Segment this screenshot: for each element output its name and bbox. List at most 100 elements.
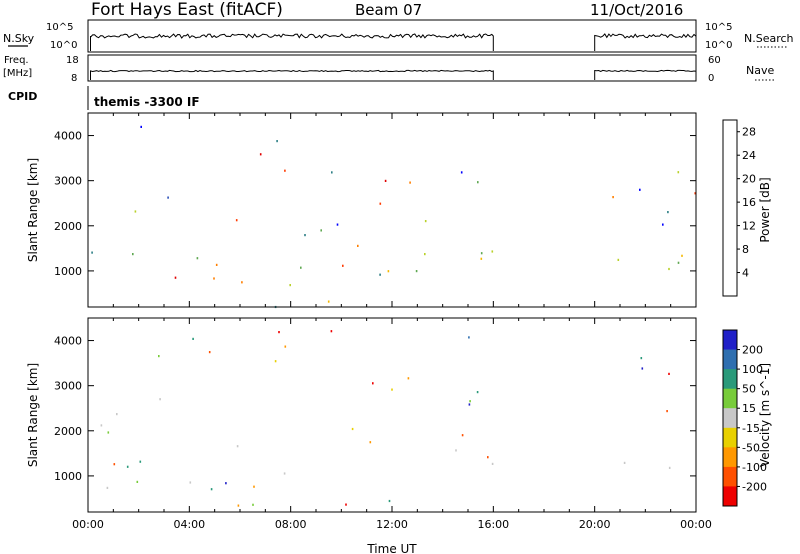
noise-sky-line	[594, 33, 697, 51]
colorbar-tick-label: 20	[742, 173, 756, 186]
echo-cell	[274, 360, 277, 363]
x-tick-label: 16:00	[477, 518, 509, 531]
echo-cell	[668, 466, 671, 469]
velocity-colorbar-label: Velocity [m s^-1]	[758, 363, 772, 467]
freq-tick-bottom: 8	[71, 73, 77, 84]
power-colorbar: 4 8 12 16 20 24 28	[722, 119, 756, 297]
y-tick-label: 4000	[54, 335, 82, 348]
echo-cell	[372, 382, 374, 385]
power-y-axis-label: Slant Range [km]	[26, 158, 40, 262]
noise-tick-bottom-left: 10^0	[50, 40, 77, 51]
cpid-label: CPID	[8, 90, 37, 103]
velocity-y-axis: 1000 2000 3000 4000	[54, 335, 696, 483]
echo-cell	[158, 355, 160, 358]
echo-cell	[300, 266, 302, 269]
echo-cell	[480, 257, 483, 260]
nsky-label: N.Sky	[3, 32, 35, 45]
colorbar-segment	[723, 349, 737, 370]
y-tick-label: 2000	[54, 425, 82, 438]
echo-cell	[641, 367, 644, 370]
echo-cell	[236, 445, 239, 448]
echo-cell	[331, 171, 333, 174]
echo-cell	[336, 223, 339, 226]
echo-cell	[480, 252, 483, 255]
cpid-text: themis -3300 IF	[94, 95, 200, 109]
power-echo-cells	[91, 125, 696, 309]
echo-cell	[284, 169, 286, 172]
echo-cell	[159, 398, 161, 401]
frequency-line	[594, 69, 697, 80]
power-panel-frame	[87, 112, 697, 308]
nsearch-label: N.Search	[744, 32, 794, 45]
echo-cell	[351, 427, 354, 431]
echo-cell	[407, 377, 410, 380]
noise-sky-line	[90, 33, 494, 51]
echo-cell	[491, 250, 494, 253]
echo-cell	[677, 261, 680, 264]
velocity-y-axis-label: Slant Range [km]	[26, 363, 40, 467]
x-tick-label: 12:00	[376, 518, 408, 531]
colorbar-segment	[723, 330, 737, 350]
noise-tick-top-left: 10^5	[46, 22, 73, 33]
y-tick-label: 4000	[54, 130, 82, 143]
colorbar-tick-label: 50	[742, 383, 756, 396]
echo-cell	[369, 441, 372, 444]
echo-cell	[694, 192, 696, 195]
echo-cell	[106, 486, 109, 489]
echo-cell	[468, 336, 470, 339]
colorbar-tick-label: 12	[742, 220, 756, 233]
echo-cell	[139, 460, 142, 463]
echo-cell	[276, 140, 278, 143]
echo-cell	[388, 499, 391, 503]
echo-cell	[100, 424, 103, 427]
colorbar-segment	[723, 466, 737, 487]
echo-cell	[666, 410, 668, 413]
date-label: 11/Oct/2016	[590, 1, 683, 19]
velocity-colorbar: 200 100 50 15 -15 -50 -100 -200	[722, 329, 767, 507]
y-tick-label: 3000	[54, 380, 82, 393]
echo-cell	[476, 391, 479, 394]
echo-cell	[391, 388, 393, 391]
velocity-panel: 1000 2000 3000 4000 00:00 04:00 08:00 12:00 16:…	[26, 317, 712, 554]
echo-cell	[487, 456, 489, 459]
freq-trace	[90, 69, 697, 80]
colorbar-segment	[723, 388, 737, 409]
echo-cell	[477, 181, 479, 184]
y-tick-label: 3000	[54, 175, 82, 188]
echo-cell	[662, 223, 664, 226]
echo-cell	[304, 234, 306, 237]
colorbar-tick-label: 28	[742, 126, 756, 139]
echo-cell	[91, 251, 93, 254]
echo-cell	[330, 330, 333, 333]
echo-cell	[213, 277, 215, 280]
colorbar-tick-label: 16	[742, 196, 756, 209]
x-axis-label: Time UT	[366, 542, 417, 554]
echo-cell	[278, 331, 280, 334]
echo-cell	[461, 434, 464, 437]
echo-cell	[409, 181, 411, 184]
echo-cell	[623, 461, 626, 464]
echo-cell	[668, 267, 670, 271]
echo-cell	[235, 219, 238, 222]
freq-panel-frame	[87, 54, 697, 82]
echo-cell	[113, 463, 116, 466]
nave-tick-top: 60	[708, 55, 721, 66]
echo-cell	[617, 258, 620, 261]
echo-cell	[357, 244, 359, 247]
x-tick-label: 00:00	[72, 518, 104, 531]
echo-cell	[424, 253, 426, 256]
noise-trace	[90, 33, 697, 51]
echo-cell	[241, 281, 243, 284]
echo-cell	[215, 263, 218, 266]
x-tick-label: 20:00	[579, 518, 611, 531]
echo-cell	[107, 431, 110, 434]
echo-cell	[167, 196, 169, 199]
colorbar-tick-label: 15	[742, 402, 756, 415]
y-tick-label: 2000	[54, 220, 82, 233]
echo-cell	[208, 351, 211, 354]
x-tick-label: 04:00	[173, 518, 205, 531]
freq-label-line1: Freq.	[4, 55, 29, 66]
echo-cell	[379, 202, 382, 205]
